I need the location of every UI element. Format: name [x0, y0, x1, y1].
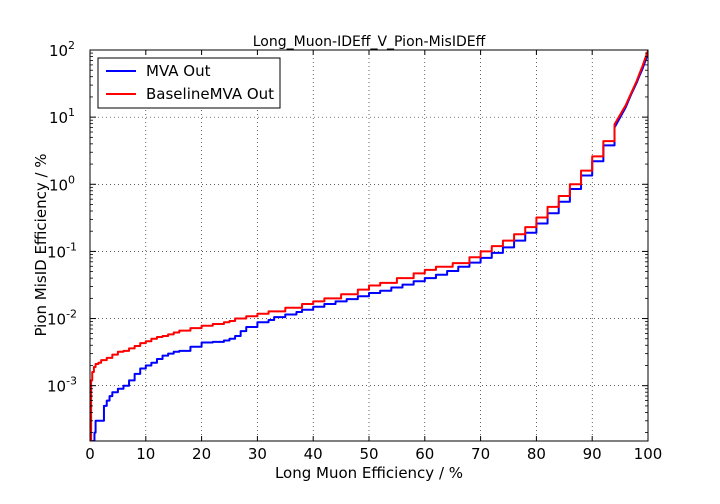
- x-tick-label: 70: [471, 445, 490, 463]
- x-axis-label: Long Muon Efficiency / %: [275, 464, 463, 482]
- legend: MVA Out BaselineMVA Out: [97, 57, 281, 109]
- x-tick-label: 60: [415, 445, 434, 463]
- x-tick-label: 0: [85, 445, 95, 463]
- y-axis-label: Pion MisID Efficiency / %: [32, 153, 50, 336]
- x-tick-label: 50: [359, 445, 378, 463]
- series-layer: [90, 50, 648, 441]
- x-tick-labels: 0 10 20 30 40 50 60 70 80 90 100: [85, 445, 662, 463]
- plot-area: [90, 50, 648, 441]
- y-tick-label: 10-2: [47, 308, 77, 329]
- x-tick-label: 90: [583, 445, 602, 463]
- x-tick-label: 80: [527, 445, 546, 463]
- x-tick-label: 30: [248, 445, 267, 463]
- series-line-baselinemva-out: [90, 50, 648, 441]
- x-tick-label: 100: [634, 445, 663, 463]
- y-tick-label: 10-1: [47, 240, 77, 261]
- ticks: [89, 49, 649, 441]
- y-tick-label: 10-3: [47, 375, 77, 396]
- legend-box: [97, 57, 281, 109]
- grid: [90, 50, 648, 441]
- y-tick-labels: 10-3 10-2 10-1 100 101 102: [47, 39, 77, 396]
- y-tick-label: 102: [49, 39, 75, 60]
- x-tick-label: 40: [304, 445, 323, 463]
- x-tick-label: 20: [192, 445, 211, 463]
- legend-label-mva-out: MVA Out: [146, 62, 211, 80]
- x-tick-label: 10: [136, 445, 155, 463]
- legend-label-baselinemva-out: BaselineMVA Out: [146, 85, 274, 103]
- chart-title: Long_Muon-IDEff_V_Pion-MisIDEff: [253, 34, 486, 50]
- y-tick-label: 100: [49, 173, 75, 194]
- y-tick-label: 101: [49, 106, 75, 127]
